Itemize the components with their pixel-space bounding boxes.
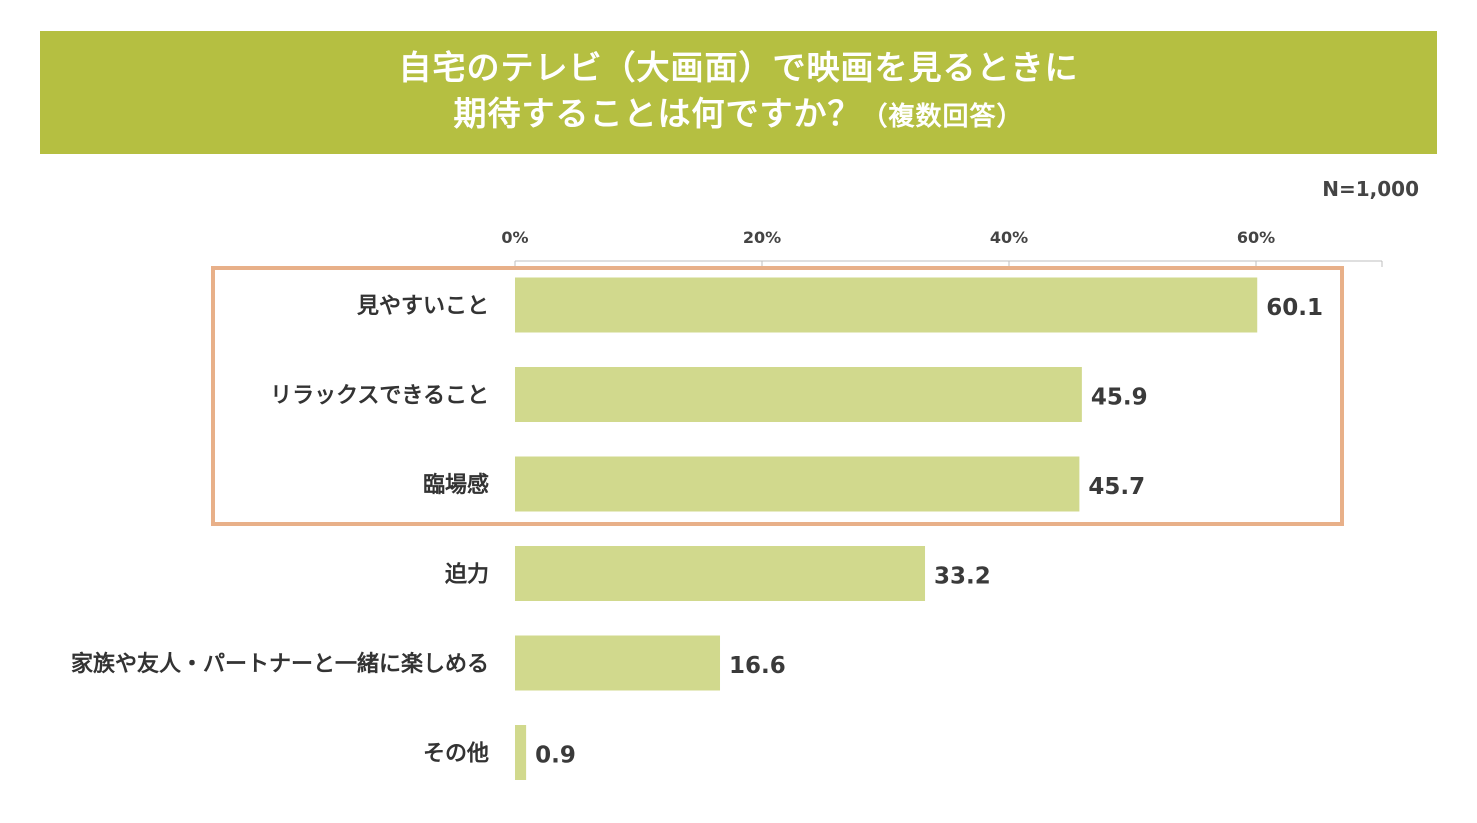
x-tick-label: 20% [743,228,781,247]
bar [515,367,1082,422]
category-label: 家族や友人・パートナーと一緒に楽しめる [71,651,489,677]
category-label: 臨場感 [423,472,489,498]
category-label: 見やすいこと [357,294,489,319]
value-label: 33.2 [934,564,991,590]
bar [515,635,721,691]
x-tick-label: 60% [1237,228,1275,247]
category-label: 迫力 [444,562,489,588]
value-label: 16.6 [729,653,786,679]
value-label: 0.9 [535,743,576,769]
chart-title-note: （複数回答） [861,102,1024,132]
value-label: 60.1 [1266,295,1323,321]
highlight-box [211,266,1344,526]
chart-title-line2: 期待することは何ですか？（複数回答） [453,91,1023,140]
bar [515,725,527,780]
bar [515,546,926,601]
title-banner: 自宅のテレビ（大画面）で映画を見るときに 期待することは何ですか？（複数回答） [40,31,1437,154]
category-label: リラックスできること [270,384,489,409]
x-tick-label: 0% [501,228,528,247]
value-label: 45.7 [1088,474,1145,500]
bar [515,277,1258,333]
bar [515,456,1080,512]
category-label: その他 [423,742,489,767]
x-tick-label: 40% [990,228,1028,247]
chart-title-question: 期待することは何ですか？ [453,94,862,133]
value-label: 45.9 [1091,385,1148,411]
sample-size-label: N=1,000 [1322,177,1419,201]
chart-title-line1: 自宅のテレビ（大画面）で映画を見るときに [398,48,1079,87]
